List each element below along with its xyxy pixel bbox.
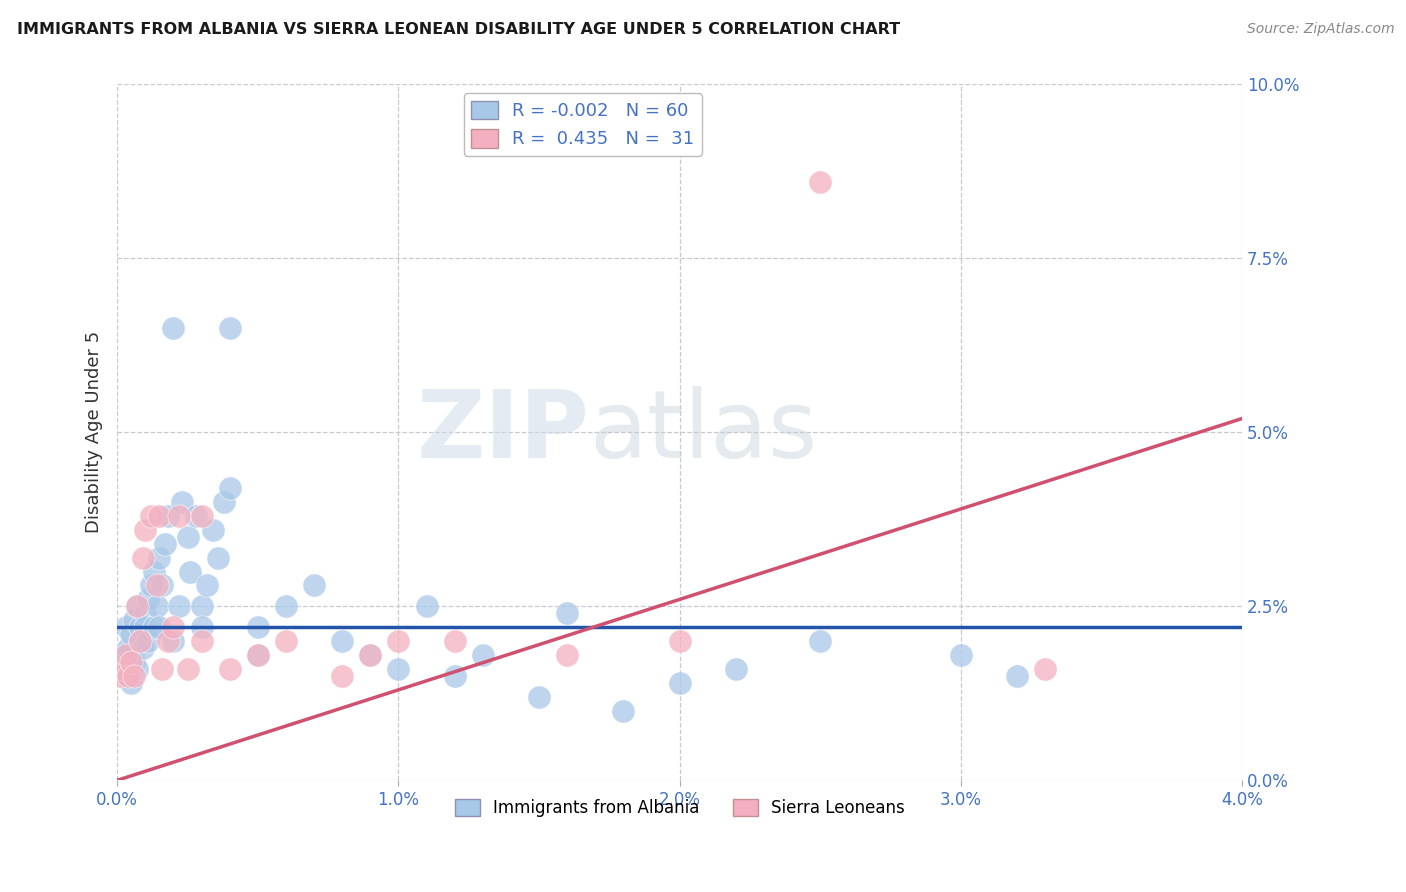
Point (415, 599, 437, 614)
Point (387, 662, 409, 676)
Point (136, 634, 159, 648)
Point (443, 669, 465, 683)
Point (808, 634, 831, 648)
Point (134, 607, 156, 621)
Point (359, 648, 381, 662)
Point (184, 508, 207, 523)
Point (302, 578, 325, 592)
Point (218, 321, 240, 335)
Y-axis label: Disability Age Under 5: Disability Age Under 5 (86, 331, 103, 533)
Point (122, 655, 145, 669)
Point (117, 669, 139, 683)
Point (246, 648, 269, 662)
Point (190, 508, 212, 523)
Point (153, 537, 176, 551)
Point (246, 620, 269, 634)
Text: ZIP: ZIP (416, 386, 589, 478)
Point (1035, 662, 1057, 676)
Point (274, 599, 297, 614)
Point (114, 620, 136, 634)
Point (1005, 669, 1028, 683)
Point (156, 508, 179, 523)
Point (148, 508, 170, 523)
Point (218, 481, 240, 495)
Point (612, 704, 634, 718)
Point (176, 530, 198, 544)
Point (471, 648, 494, 662)
Point (724, 662, 747, 676)
Point (139, 508, 162, 523)
Point (162, 620, 184, 634)
Text: IMMIGRANTS FROM ALBANIA VS SIERRA LEONEAN DISABILITY AGE UNDER 5 CORRELATION CHA: IMMIGRANTS FROM ALBANIA VS SIERRA LEONEA… (17, 22, 900, 37)
Point (139, 578, 162, 592)
Point (142, 565, 165, 579)
Point (111, 648, 134, 662)
Point (131, 550, 153, 565)
Point (949, 648, 972, 662)
Point (128, 634, 150, 648)
Text: atlas: atlas (589, 386, 818, 478)
Point (114, 648, 136, 662)
Point (125, 662, 148, 676)
Point (246, 648, 269, 662)
Point (167, 599, 190, 614)
Point (117, 641, 139, 656)
Point (162, 321, 184, 335)
Point (122, 669, 145, 683)
Point (167, 508, 190, 523)
Point (555, 607, 578, 621)
Point (555, 648, 578, 662)
Point (145, 578, 167, 592)
Point (142, 620, 165, 634)
Point (148, 550, 170, 565)
Legend: Immigrants from Albania, Sierra Leoneans: Immigrants from Albania, Sierra Leoneans (449, 793, 911, 824)
Point (150, 578, 173, 592)
Point (136, 592, 159, 607)
Point (128, 620, 150, 634)
Point (170, 495, 193, 509)
Point (668, 634, 690, 648)
Point (330, 634, 353, 648)
Point (274, 634, 297, 648)
Point (330, 669, 353, 683)
Point (134, 523, 156, 537)
Point (125, 599, 148, 614)
Point (527, 690, 550, 704)
Point (120, 627, 142, 641)
Point (201, 523, 224, 537)
Point (195, 578, 218, 592)
Point (156, 634, 179, 648)
Point (114, 669, 136, 683)
Point (190, 599, 212, 614)
Point (808, 175, 831, 189)
Point (359, 648, 381, 662)
Text: Source: ZipAtlas.com: Source: ZipAtlas.com (1247, 22, 1395, 37)
Point (162, 634, 184, 648)
Point (190, 620, 212, 634)
Point (128, 634, 150, 648)
Point (148, 620, 170, 634)
Point (668, 676, 690, 690)
Point (190, 634, 212, 648)
Point (218, 662, 240, 676)
Point (111, 662, 134, 676)
Point (387, 634, 409, 648)
Point (125, 599, 148, 614)
Point (179, 565, 201, 579)
Point (176, 662, 198, 676)
Point (443, 634, 465, 648)
Point (212, 495, 235, 509)
Point (117, 662, 139, 676)
Point (145, 599, 167, 614)
Point (207, 550, 229, 565)
Point (131, 641, 153, 656)
Point (150, 662, 173, 676)
Point (108, 669, 131, 683)
Point (120, 655, 142, 669)
Point (134, 620, 156, 634)
Point (122, 613, 145, 627)
Point (120, 676, 142, 690)
